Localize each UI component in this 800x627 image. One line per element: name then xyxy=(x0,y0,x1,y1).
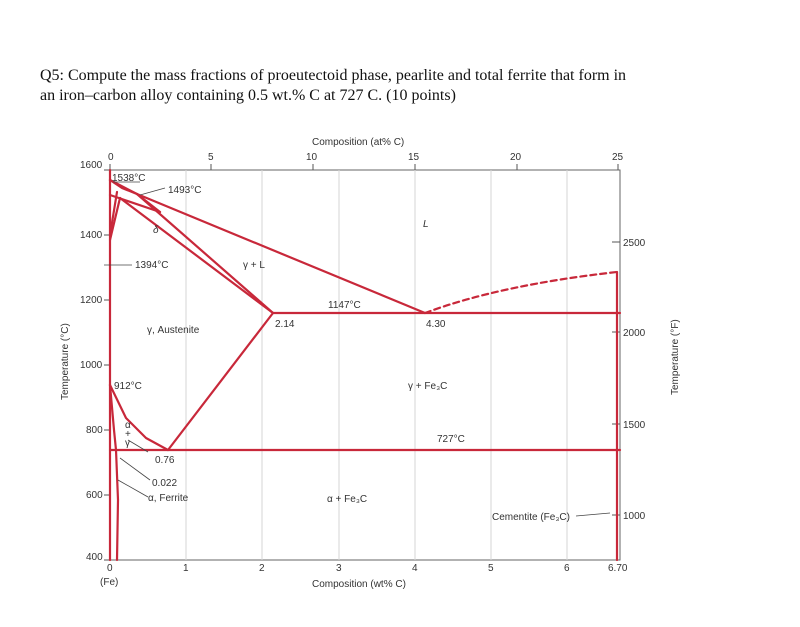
right-tick-label: 2000 xyxy=(623,328,646,339)
leader-line xyxy=(575,512,611,517)
cementite-liquidus-dashed xyxy=(423,270,619,315)
label-liquid: L xyxy=(423,219,429,230)
bottom-sub-label: (Fe) xyxy=(100,577,118,588)
leader-line xyxy=(117,479,149,498)
left-tick-label: 1200 xyxy=(80,295,103,306)
top-tick-label: 15 xyxy=(408,152,420,163)
bottom-tick-label: 2 xyxy=(259,563,265,574)
label-0022: 0.022 xyxy=(152,478,177,489)
label-alpha-fe3c: α + Fe₃C xyxy=(327,494,367,505)
right-tick-label: 1000 xyxy=(623,511,646,522)
top-tick-label: 5 xyxy=(208,152,214,163)
label-430: 4.30 xyxy=(426,319,446,330)
bottom-tick-label: 1 xyxy=(183,563,189,574)
label-cementite: Cementite (Fe₃C) xyxy=(492,512,570,523)
bottom-tick-label: 6.70 xyxy=(608,563,628,574)
delta-solvus-line xyxy=(108,190,119,237)
left-tick-label: 600 xyxy=(86,490,103,501)
label-1493: 1493°C xyxy=(168,185,201,196)
bottom-tick-label: 4 xyxy=(412,563,418,574)
top-tick-label: 10 xyxy=(306,152,318,163)
bottom-tick-label: 5 xyxy=(488,563,494,574)
label-912: 912°C xyxy=(114,381,142,392)
top-tick-label: 20 xyxy=(510,152,522,163)
label-ferrite: α, Ferrite xyxy=(148,493,189,504)
label-214: 2.14 xyxy=(275,319,295,330)
label-gamma-fe3c: γ + Fe₃C xyxy=(408,381,447,392)
a3-line xyxy=(108,383,170,452)
right-tick-label: 2500 xyxy=(623,238,646,249)
right-axis-title: Temperature (°F) xyxy=(670,319,681,395)
label-alpha: α xyxy=(125,420,131,431)
solidus-line xyxy=(135,192,275,315)
left-axis-title: Temperature (°C) xyxy=(60,323,71,400)
bottom-axis-title: Composition (wt% C) xyxy=(312,579,406,590)
label-1147: 1147°C xyxy=(328,300,361,311)
ferrite-solvus-line xyxy=(108,383,120,562)
liquidus-line xyxy=(135,192,427,315)
label-austenite: γ, Austenite xyxy=(147,325,200,336)
delta-gamma-line xyxy=(108,196,122,242)
question-line-1: Q5: Compute the mass fractions of proeut… xyxy=(40,67,627,84)
question-line-2: an iron–carbon alloy containing 0.5 wt.%… xyxy=(40,87,456,104)
left-tick-label: 1400 xyxy=(80,230,103,241)
label-delta: δ xyxy=(153,225,159,236)
acm-line xyxy=(166,311,275,452)
top-axis-title: Composition (at% C) xyxy=(312,137,404,148)
label-727: 727°C xyxy=(437,434,465,445)
bottom-tick-label: 6 xyxy=(564,563,570,574)
leader-line xyxy=(127,439,149,453)
label-plus: + xyxy=(125,429,131,440)
gamma-liquid-boundary xyxy=(118,196,275,315)
leader-line xyxy=(119,457,151,481)
label-1394: 1394°C xyxy=(135,260,168,271)
label-gamma-liquid: γ + L xyxy=(243,260,265,271)
leader-line xyxy=(139,187,166,196)
top-tick-label: 0 xyxy=(108,152,114,163)
label-gamma: γ xyxy=(125,438,130,449)
question-text: Q5: Compute the mass fractions of proeut… xyxy=(40,66,740,106)
top-tick-label: 25 xyxy=(612,152,624,163)
left-tick-label: 1600 xyxy=(80,160,103,171)
peritectic-line xyxy=(108,193,162,214)
bottom-tick-label: 3 xyxy=(336,563,342,574)
label-1538: 1538°C xyxy=(112,173,145,184)
bottom-tick-label: 0 xyxy=(107,563,113,574)
left-tick-label: 400 xyxy=(86,552,103,563)
right-tick-label: 1500 xyxy=(623,420,646,431)
label-076: 0.76 xyxy=(155,455,175,466)
left-tick-label: 1000 xyxy=(80,360,103,371)
left-tick-label: 800 xyxy=(86,425,103,436)
